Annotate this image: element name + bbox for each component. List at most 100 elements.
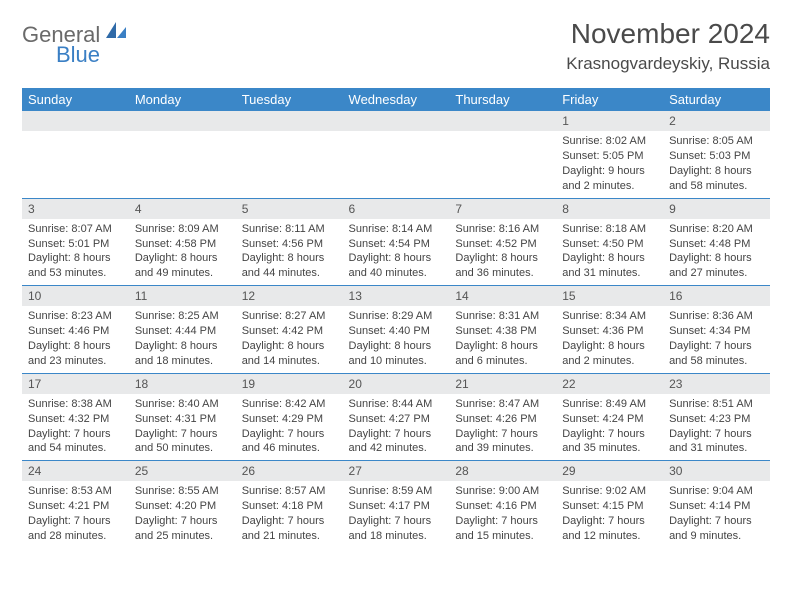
calendar-cell: 19Sunrise: 8:42 AMSunset: 4:29 PMDayligh… [236, 373, 343, 461]
day-number: 3 [22, 199, 129, 219]
day-number: 25 [129, 461, 236, 481]
location-label: Krasnogvardeyskiy, Russia [566, 54, 770, 74]
calendar-cell: 9Sunrise: 8:20 AMSunset: 4:48 PMDaylight… [663, 198, 770, 286]
day-number: 5 [236, 199, 343, 219]
calendar-cell [449, 111, 556, 198]
day-content: Sunrise: 8:27 AMSunset: 4:42 PMDaylight:… [236, 306, 343, 372]
day-content: Sunrise: 8:49 AMSunset: 4:24 PMDaylight:… [556, 394, 663, 460]
sunrise-line: Sunrise: 8:49 AM [562, 397, 657, 412]
daylight-line: Daylight: 8 hours and 23 minutes. [28, 339, 123, 369]
daylight-line: Daylight: 7 hours and 28 minutes. [28, 514, 123, 544]
day-number: 27 [343, 461, 450, 481]
day-number: 28 [449, 461, 556, 481]
sunrise-line: Sunrise: 8:07 AM [28, 222, 123, 237]
daylight-line: Daylight: 8 hours and 53 minutes. [28, 251, 123, 281]
sunset-line: Sunset: 4:23 PM [669, 412, 764, 427]
calendar-cell: 29Sunrise: 9:02 AMSunset: 4:15 PMDayligh… [556, 461, 663, 548]
day-number: 4 [129, 199, 236, 219]
day-number: 10 [22, 286, 129, 306]
day-content: Sunrise: 8:18 AMSunset: 4:50 PMDaylight:… [556, 219, 663, 285]
calendar-cell [129, 111, 236, 198]
sunset-line: Sunset: 4:26 PM [455, 412, 550, 427]
day-content: Sunrise: 8:09 AMSunset: 4:58 PMDaylight:… [129, 219, 236, 285]
weekday-header: Tuesday [236, 88, 343, 111]
sunrise-line: Sunrise: 8:20 AM [669, 222, 764, 237]
day-number: 9 [663, 199, 770, 219]
weekday-header: Wednesday [343, 88, 450, 111]
sunrise-line: Sunrise: 8:53 AM [28, 484, 123, 499]
sunset-line: Sunset: 5:01 PM [28, 237, 123, 252]
day-content: Sunrise: 8:55 AMSunset: 4:20 PMDaylight:… [129, 481, 236, 547]
daylight-line: Daylight: 7 hours and 35 minutes. [562, 427, 657, 457]
sunrise-line: Sunrise: 9:04 AM [669, 484, 764, 499]
day-number: 19 [236, 374, 343, 394]
daylight-line: Daylight: 9 hours and 2 minutes. [562, 164, 657, 194]
day-number: 16 [663, 286, 770, 306]
calendar-cell: 26Sunrise: 8:57 AMSunset: 4:18 PMDayligh… [236, 461, 343, 548]
sunset-line: Sunset: 4:21 PM [28, 499, 123, 514]
day-content: Sunrise: 8:14 AMSunset: 4:54 PMDaylight:… [343, 219, 450, 285]
daylight-line: Daylight: 7 hours and 50 minutes. [135, 427, 230, 457]
daylight-line: Daylight: 8 hours and 58 minutes. [669, 164, 764, 194]
month-title: November 2024 [566, 18, 770, 50]
day-number: 30 [663, 461, 770, 481]
sunset-line: Sunset: 4:52 PM [455, 237, 550, 252]
sunrise-line: Sunrise: 8:11 AM [242, 222, 337, 237]
calendar-cell: 18Sunrise: 8:40 AMSunset: 4:31 PMDayligh… [129, 373, 236, 461]
sunset-line: Sunset: 4:46 PM [28, 324, 123, 339]
sunset-line: Sunset: 4:24 PM [562, 412, 657, 427]
sunrise-line: Sunrise: 8:51 AM [669, 397, 764, 412]
calendar-cell: 28Sunrise: 9:00 AMSunset: 4:16 PMDayligh… [449, 461, 556, 548]
sunset-line: Sunset: 4:29 PM [242, 412, 337, 427]
day-number [449, 111, 556, 131]
day-number: 13 [343, 286, 450, 306]
day-content: Sunrise: 8:34 AMSunset: 4:36 PMDaylight:… [556, 306, 663, 372]
day-number: 26 [236, 461, 343, 481]
daylight-line: Daylight: 7 hours and 21 minutes. [242, 514, 337, 544]
day-content: Sunrise: 8:29 AMSunset: 4:40 PMDaylight:… [343, 306, 450, 372]
weekday-header: Sunday [22, 88, 129, 111]
day-content: Sunrise: 8:25 AMSunset: 4:44 PMDaylight:… [129, 306, 236, 372]
daylight-line: Daylight: 8 hours and 6 minutes. [455, 339, 550, 369]
sunset-line: Sunset: 4:40 PM [349, 324, 444, 339]
day-number: 18 [129, 374, 236, 394]
sunset-line: Sunset: 4:15 PM [562, 499, 657, 514]
calendar-cell: 8Sunrise: 8:18 AMSunset: 4:50 PMDaylight… [556, 198, 663, 286]
calendar-cell: 15Sunrise: 8:34 AMSunset: 4:36 PMDayligh… [556, 286, 663, 374]
logo-sail-icon [104, 20, 128, 45]
sunrise-line: Sunrise: 8:29 AM [349, 309, 444, 324]
sunrise-line: Sunrise: 8:25 AM [135, 309, 230, 324]
sunset-line: Sunset: 4:48 PM [669, 237, 764, 252]
sunset-line: Sunset: 5:03 PM [669, 149, 764, 164]
sunrise-line: Sunrise: 8:38 AM [28, 397, 123, 412]
sunrise-line: Sunrise: 8:05 AM [669, 134, 764, 149]
day-number: 24 [22, 461, 129, 481]
calendar-cell [22, 111, 129, 198]
daylight-line: Daylight: 8 hours and 2 minutes. [562, 339, 657, 369]
day-number: 23 [663, 374, 770, 394]
sunset-line: Sunset: 4:44 PM [135, 324, 230, 339]
calendar-cell: 13Sunrise: 8:29 AMSunset: 4:40 PMDayligh… [343, 286, 450, 374]
daylight-line: Daylight: 7 hours and 54 minutes. [28, 427, 123, 457]
calendar-cell: 17Sunrise: 8:38 AMSunset: 4:32 PMDayligh… [22, 373, 129, 461]
sunrise-line: Sunrise: 8:34 AM [562, 309, 657, 324]
calendar-cell: 6Sunrise: 8:14 AMSunset: 4:54 PMDaylight… [343, 198, 450, 286]
day-number: 1 [556, 111, 663, 131]
daylight-line: Daylight: 7 hours and 9 minutes. [669, 514, 764, 544]
calendar-cell: 7Sunrise: 8:16 AMSunset: 4:52 PMDaylight… [449, 198, 556, 286]
calendar-cell: 11Sunrise: 8:25 AMSunset: 4:44 PMDayligh… [129, 286, 236, 374]
sunset-line: Sunset: 4:42 PM [242, 324, 337, 339]
calendar-cell: 24 Sunrise: 8:53 AMSunset: 4:21 PMDayligh… [22, 461, 129, 548]
sunrise-line: Sunrise: 8:36 AM [669, 309, 764, 324]
day-content: Sunrise: 8:59 AMSunset: 4:17 PMDaylight:… [343, 481, 450, 547]
day-content: Sunrise: 9:04 AMSunset: 4:14 PMDaylight:… [663, 481, 770, 547]
sunrise-line: Sunrise: 8:55 AM [135, 484, 230, 499]
daylight-line: Daylight: 7 hours and 12 minutes. [562, 514, 657, 544]
day-content: Sunrise: 8:05 AMSunset: 5:03 PMDaylight:… [663, 131, 770, 197]
sunset-line: Sunset: 4:31 PM [135, 412, 230, 427]
daylight-line: Daylight: 7 hours and 58 minutes. [669, 339, 764, 369]
daylight-line: Daylight: 8 hours and 18 minutes. [135, 339, 230, 369]
logo-text-blue: Blue [56, 42, 100, 67]
sunrise-line: Sunrise: 8:42 AM [242, 397, 337, 412]
day-content: Sunrise: 8:57 AMSunset: 4:18 PMDaylight:… [236, 481, 343, 547]
